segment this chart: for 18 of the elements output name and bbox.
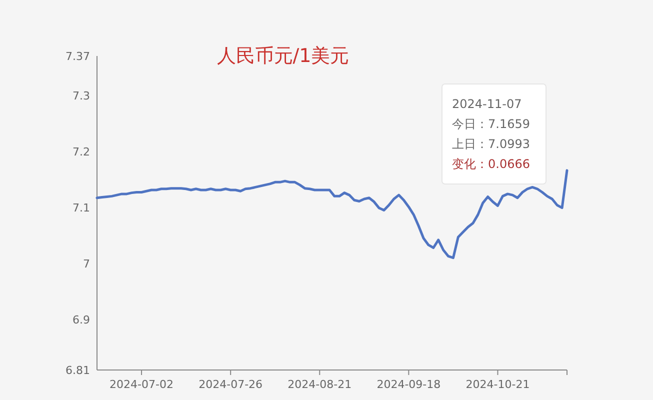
x-tick-label: 2024-09-18 [376, 378, 441, 391]
title: 人民币元/1美元 [216, 45, 350, 67]
annotation: 上日：7.0993 [452, 137, 530, 151]
x-tick-label: 2024-10-21 [466, 378, 530, 391]
x-tick-label: 2024-08-21 [288, 378, 352, 391]
y-tick-label: 7.2 [72, 145, 90, 158]
line-series [96, 169, 568, 260]
y-tick-label: 7.3 [72, 89, 90, 102]
y-tick-label: 6.9 [72, 314, 90, 327]
y-tick-label: 7.1 [72, 201, 90, 214]
y-tick-label: 6.81 [66, 364, 90, 377]
x-tick-label: 2024-07-26 [198, 378, 263, 391]
annotation: 2024-11-07 [452, 97, 522, 111]
annotation: 变化：0.0666 [452, 157, 530, 171]
annotation: 今日：7.1659 [452, 117, 530, 131]
y-tick-label: 7.37 [66, 50, 90, 63]
y-tick-label: 7 [83, 257, 90, 270]
x-tick-label: 2024-07-02 [110, 378, 174, 391]
